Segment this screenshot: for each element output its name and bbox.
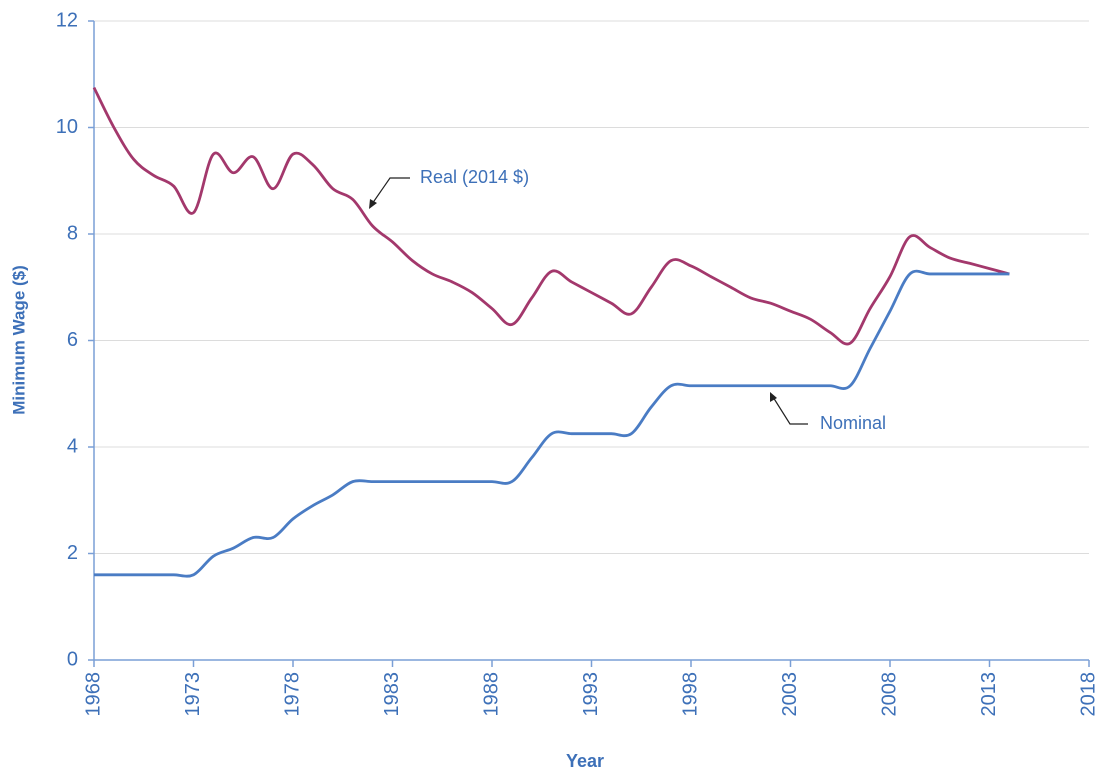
arrowhead xyxy=(369,199,377,209)
plot xyxy=(92,86,1010,578)
x-tick-label: 1983 xyxy=(381,672,403,717)
annotation-arrow xyxy=(772,396,808,425)
y-tick-label: 8 xyxy=(67,222,78,244)
x-tick-label: 1998 xyxy=(679,672,701,717)
y-tick-label: 0 xyxy=(67,648,78,670)
y-tick-label: 4 xyxy=(67,435,78,457)
grid xyxy=(94,20,1089,554)
x-tick-label: 1993 xyxy=(580,672,602,717)
y-axis-label: Minimum Wage ($) xyxy=(9,265,28,415)
x-tick-label: 1978 xyxy=(281,672,303,717)
annotation: Real (2014 $) xyxy=(420,167,529,187)
y-tick-label: 12 xyxy=(56,9,78,31)
arrowhead xyxy=(770,392,777,402)
y-tick-label: 2 xyxy=(67,542,78,564)
x-tick-label: 2013 xyxy=(978,672,1000,717)
x-tick-label: 1973 xyxy=(182,672,204,717)
x-axis-label: Year xyxy=(566,751,604,771)
line-series xyxy=(94,269,1010,578)
x-tick-label: 1988 xyxy=(480,672,502,717)
x-tick-label: 2018 xyxy=(1077,672,1099,717)
line-series xyxy=(92,86,1010,346)
y-tick-label: 10 xyxy=(56,116,78,138)
y-tick-label: 6 xyxy=(67,329,78,351)
x-tick-label: 2003 xyxy=(779,672,801,717)
annotation: Nominal xyxy=(820,413,886,433)
x-tick-label: 2008 xyxy=(878,672,900,717)
annotation-arrow xyxy=(371,177,410,205)
x-tick-label: 1968 xyxy=(82,672,104,717)
